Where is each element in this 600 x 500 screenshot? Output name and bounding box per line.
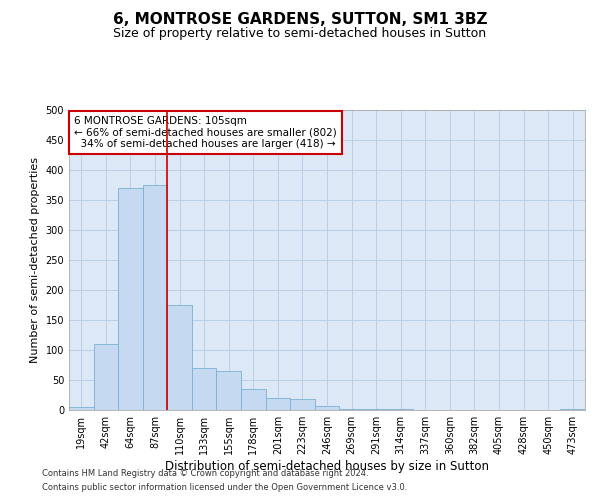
Bar xyxy=(241,389,266,410)
Bar xyxy=(560,409,585,410)
Bar xyxy=(192,368,217,410)
Bar xyxy=(143,185,167,410)
Bar xyxy=(266,398,290,410)
Bar xyxy=(364,409,388,410)
Text: Size of property relative to semi-detached houses in Sutton: Size of property relative to semi-detach… xyxy=(113,28,487,40)
Bar xyxy=(290,399,315,410)
X-axis label: Distribution of semi-detached houses by size in Sutton: Distribution of semi-detached houses by … xyxy=(165,460,489,473)
Bar xyxy=(388,409,413,410)
Bar xyxy=(339,409,364,410)
Bar xyxy=(217,371,241,410)
Y-axis label: Number of semi-detached properties: Number of semi-detached properties xyxy=(30,157,40,363)
Bar xyxy=(315,406,339,410)
Text: Contains HM Land Registry data © Crown copyright and database right 2024.: Contains HM Land Registry data © Crown c… xyxy=(42,468,368,477)
Text: 6, MONTROSE GARDENS, SUTTON, SM1 3BZ: 6, MONTROSE GARDENS, SUTTON, SM1 3BZ xyxy=(113,12,487,28)
Text: Contains public sector information licensed under the Open Government Licence v3: Contains public sector information licen… xyxy=(42,484,407,492)
Bar xyxy=(118,188,143,410)
Bar xyxy=(94,344,118,410)
Bar xyxy=(167,305,192,410)
Bar xyxy=(69,407,94,410)
Text: 6 MONTROSE GARDENS: 105sqm
← 66% of semi-detached houses are smaller (802)
  34%: 6 MONTROSE GARDENS: 105sqm ← 66% of semi… xyxy=(74,116,337,149)
